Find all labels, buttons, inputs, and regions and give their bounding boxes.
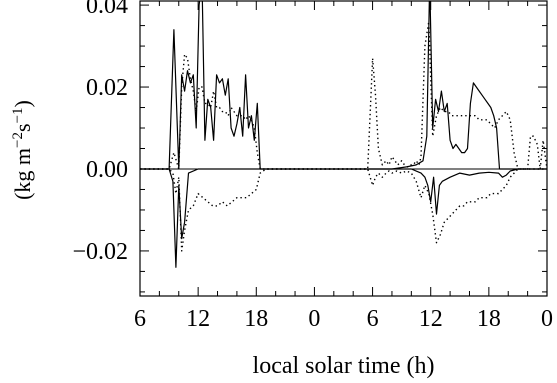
dotted-series-line-4 [140, 168, 547, 252]
y-axis-label-open: (kg m [10, 148, 35, 200]
y-tick-label: 0.04 [86, 0, 128, 19]
solid-series-line-2 [140, 168, 547, 268]
y-axis-label: (kg m−2s−1) [10, 100, 35, 200]
solid-series-line-1 [140, 1, 547, 170]
plot-frame [139, 0, 548, 297]
tick-layer: 6 12 18 0 6 12 18 0 −0.02 0.00 0.02 0.04 [72, 0, 553, 332]
y-axis-label-close: ) [10, 100, 35, 107]
x-tick-label: 12 [419, 306, 443, 332]
x-tick-label: 18 [477, 306, 501, 332]
y-tick-label: −0.02 [72, 239, 128, 265]
x-tick-label: 18 [244, 306, 268, 332]
y-tick-label: 0.00 [86, 157, 128, 183]
x-tick-label: 12 [186, 306, 210, 332]
y-axis-label-mid: s [10, 123, 35, 132]
x-tick-label: 6 [134, 306, 146, 332]
dotted-series-line-3 [140, 20, 547, 170]
x-tick-label: 0 [308, 306, 320, 332]
y-tick-label: 0.02 [86, 75, 128, 101]
y-axis-label-exp1: −2 [10, 132, 26, 148]
x-axis-label: local solar time (h) [253, 353, 435, 379]
x-tick-label: 0 [541, 306, 553, 332]
series-layer [140, 1, 547, 268]
y-axis-label-exp2: −1 [10, 107, 26, 123]
x-tick-label: 6 [367, 306, 379, 332]
